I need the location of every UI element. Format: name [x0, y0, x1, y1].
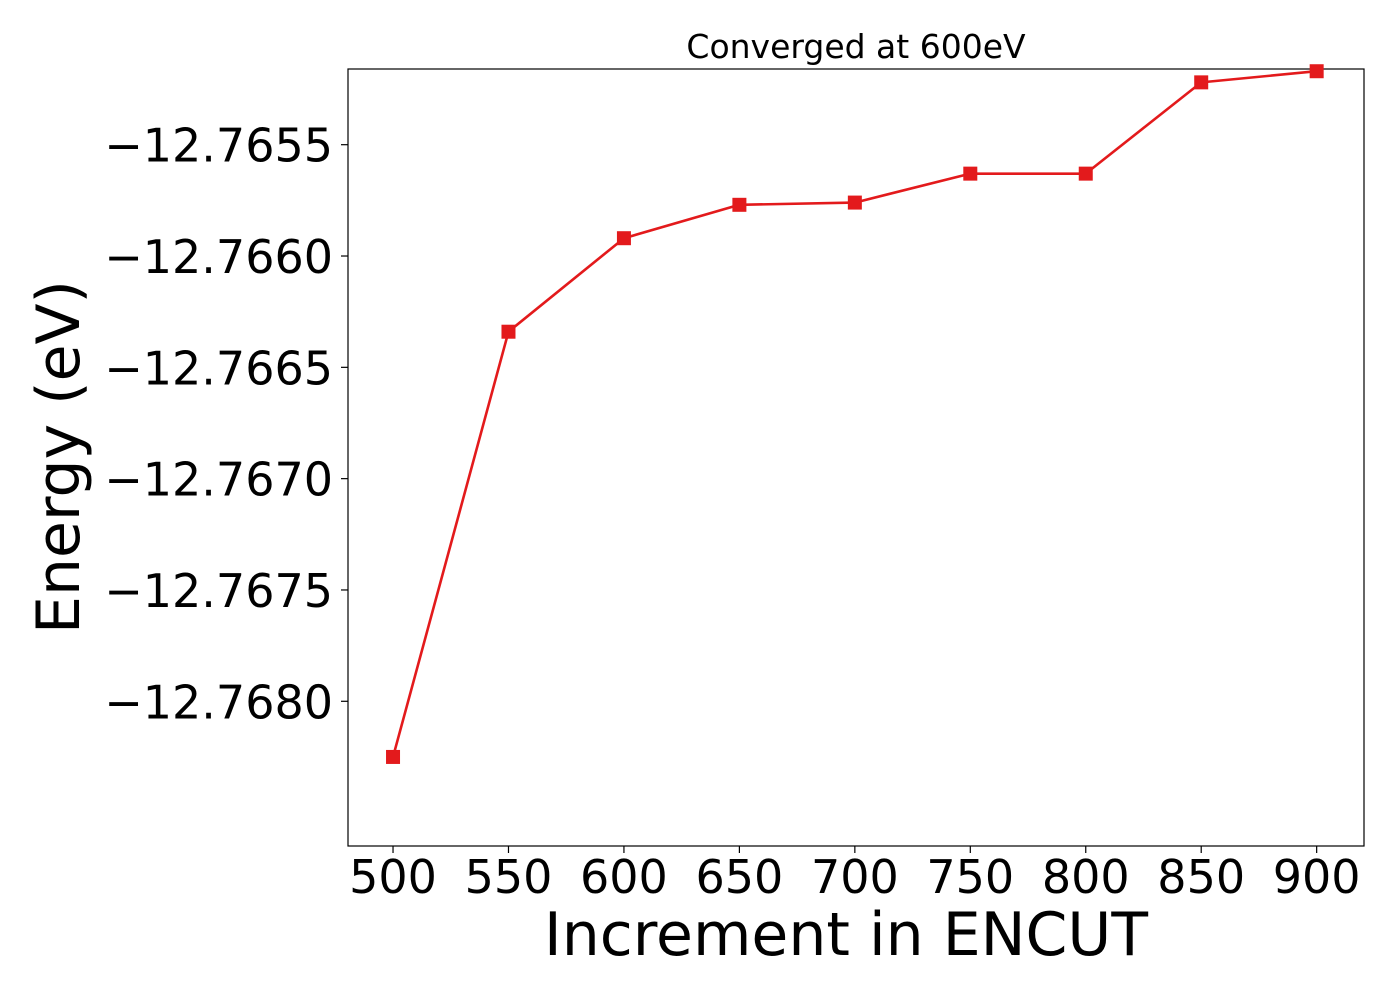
series-group — [386, 64, 1324, 764]
x-tick-label: 900 — [1273, 850, 1361, 904]
data-point-marker — [963, 166, 978, 181]
plot-area: 500 550 600 650 700 750 800 850 900 −12.7680−12.… — [104, 64, 1365, 904]
data-point-marker — [732, 197, 747, 212]
x-axis-label: Increment in ENCUT — [544, 900, 1148, 970]
data-point-marker — [847, 195, 862, 210]
x-tick-label: 750 — [926, 850, 1014, 904]
x-tick-label: 600 — [580, 850, 668, 904]
plot-frame — [347, 68, 1365, 847]
y-tick-label: −12.7655 — [104, 119, 333, 173]
x-tick-label: 650 — [695, 850, 783, 904]
data-point-marker — [1309, 64, 1324, 79]
y-tick-label: −12.7665 — [104, 341, 333, 395]
y-axis-label: Energy (eV) — [24, 280, 94, 634]
data-point-marker — [501, 324, 516, 339]
data-point-marker — [1078, 166, 1093, 181]
y-tick-label: −12.7660 — [104, 230, 333, 284]
y-tick-label: −12.7670 — [104, 453, 333, 507]
data-point-marker — [1194, 75, 1209, 90]
x-tick-label: 800 — [1042, 850, 1130, 904]
x-axis: 500 550 600 650 700 750 800 850 900 — [349, 846, 1361, 904]
x-tick-label: 850 — [1157, 850, 1245, 904]
y-tick-label: −12.7680 — [104, 675, 333, 729]
x-tick-label: 550 — [465, 850, 553, 904]
data-point-marker — [386, 749, 401, 764]
x-tick-label: 500 — [349, 850, 437, 904]
data-point-marker — [616, 231, 631, 246]
chart-title: Converged at 600eV — [686, 27, 1026, 66]
y-axis: −12.7680 −12.7675 −12.7670 −12.7665 −12.7660… — [104, 119, 348, 729]
y-tick-label: −12.7675 — [104, 564, 333, 618]
x-tick-label: 700 — [811, 850, 899, 904]
